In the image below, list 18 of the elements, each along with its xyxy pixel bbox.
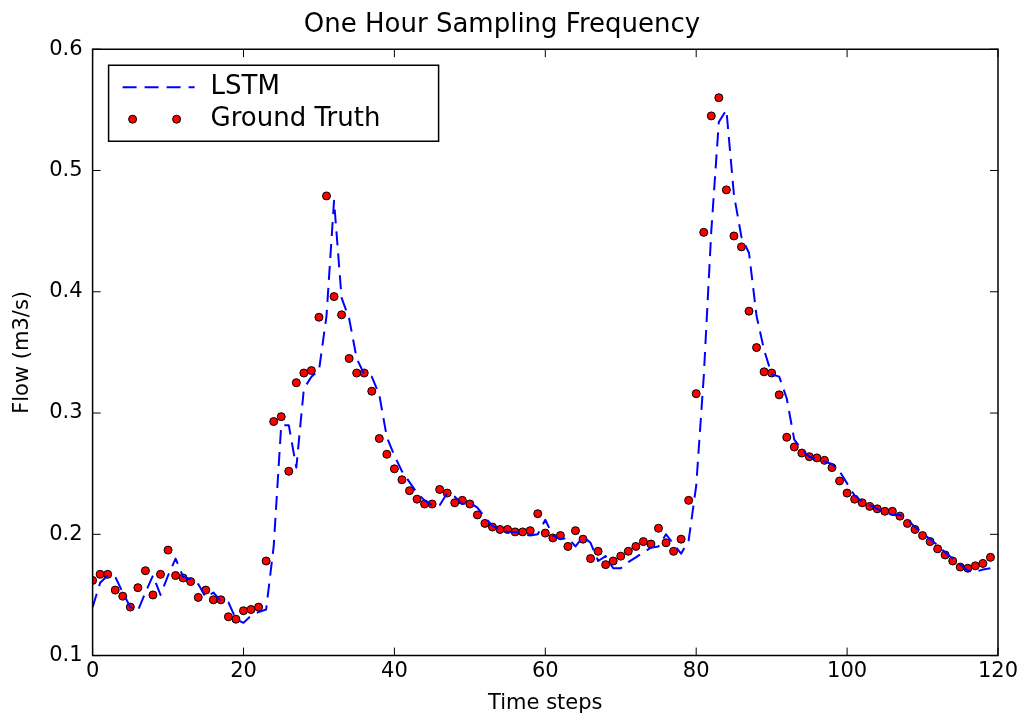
x-tick-label: 100 — [827, 657, 868, 682]
y-tick-label: 0.6 — [49, 35, 83, 60]
y-axis-title: Flow (m3/s) — [9, 290, 34, 414]
y-tick-label: 0.2 — [49, 520, 83, 545]
legend-label: Ground Truth — [210, 101, 381, 132]
x-axis-title: Time steps — [487, 689, 603, 714]
x-tick-label: 120 — [977, 657, 1019, 682]
chart-title: One Hour Sampling Frequency — [303, 8, 701, 39]
x-tick-label: 80 — [682, 657, 710, 682]
x-tick-label: 40 — [381, 657, 408, 682]
y-tick-label: 0.4 — [49, 278, 83, 303]
y-tick-label: 0.3 — [49, 399, 83, 424]
x-tick-label: 0 — [85, 657, 100, 682]
legend-label: LSTM — [210, 69, 280, 100]
x-tick-label: 60 — [531, 657, 559, 682]
y-tick-label: 0.1 — [49, 642, 83, 667]
x-tick-label: 20 — [230, 657, 257, 682]
y-tick-label: 0.5 — [49, 156, 83, 181]
